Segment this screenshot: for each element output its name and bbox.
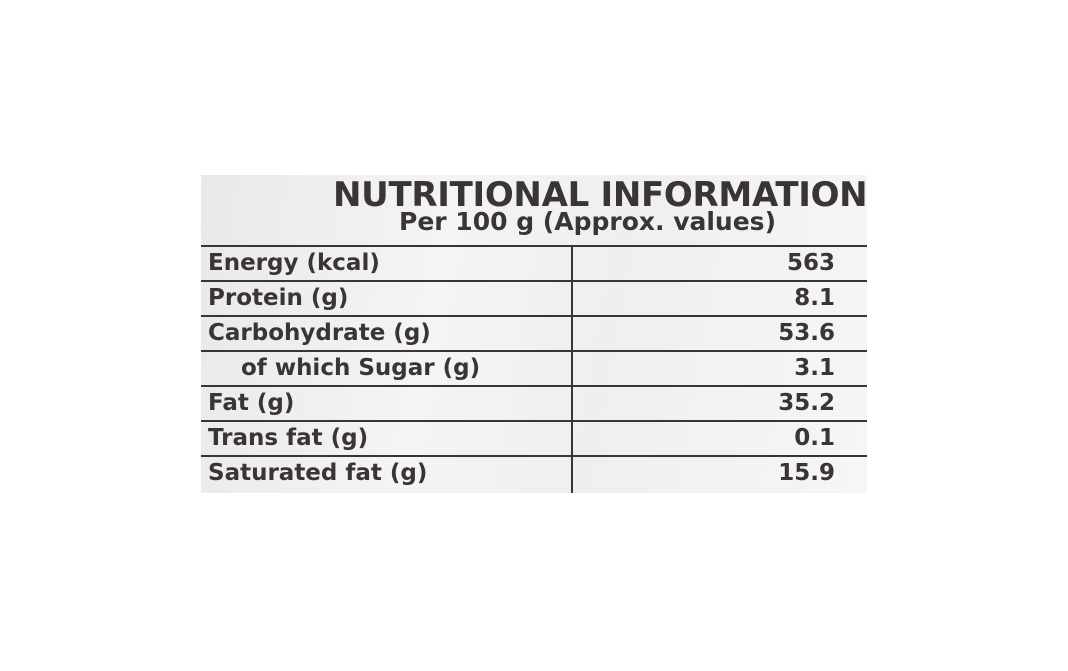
- nutrient-value: 3.1: [794, 355, 835, 381]
- table-row-sugar: of which Sugar (g) 3.1: [201, 352, 867, 387]
- nutrient-value: 563: [786, 250, 835, 276]
- column-divider: [571, 247, 573, 493]
- table-row-saturated-fat: Saturated fat (g) 15.9: [201, 457, 867, 492]
- nutrient-name: Carbohydrate (g): [208, 320, 431, 346]
- label-header: NUTRITIONAL INFORMATION Per 100 g (Appro…: [201, 175, 868, 245]
- table-row-carbohydrate: Carbohydrate (g) 53.6: [201, 317, 867, 352]
- nutrient-name: Energy (kcal): [208, 250, 380, 276]
- nutrient-value: 15.9: [778, 460, 835, 486]
- label-title: NUTRITIONAL INFORMATION: [333, 175, 868, 215]
- nutrient-name: Trans fat (g): [208, 425, 369, 451]
- label-subtitle: Per 100 g (Approx. values): [399, 207, 776, 236]
- nutrition-table: Energy (kcal) 563 Protein (g) 8.1 Carboh…: [201, 245, 867, 493]
- nutrient-name: Protein (g): [208, 285, 349, 311]
- nutrient-value: 0.1: [794, 425, 835, 451]
- nutrient-name: Saturated fat (g): [208, 460, 428, 486]
- nutrient-name: Fat (g): [208, 390, 295, 416]
- table-row-trans-fat: Trans fat (g) 0.1: [201, 422, 867, 457]
- nutrition-label: NUTRITIONAL INFORMATION Per 100 g (Appro…: [201, 175, 868, 493]
- table-row-fat: Fat (g) 35.2: [201, 387, 867, 422]
- table-row-energy: Energy (kcal) 563: [201, 247, 867, 282]
- nutrient-value: 53.6: [778, 320, 835, 346]
- nutrient-value: 35.2: [778, 390, 835, 416]
- nutrient-value: 8.1: [794, 285, 835, 311]
- table-row-protein: Protein (g) 8.1: [201, 282, 867, 317]
- nutrient-name: of which Sugar (g): [241, 355, 481, 381]
